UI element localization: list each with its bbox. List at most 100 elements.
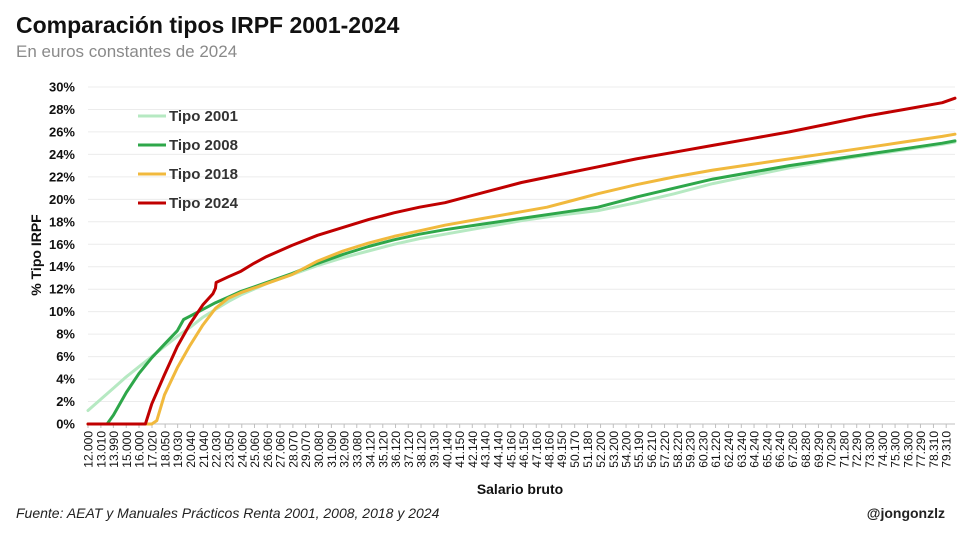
y-tick-label: 20%: [49, 192, 75, 207]
x-tick-label: 24.060: [235, 431, 249, 468]
y-tick-label: 12%: [49, 282, 75, 297]
y-tick-label: 30%: [49, 80, 75, 95]
legend-label: Tipo 2001: [169, 108, 238, 125]
x-tick-label: 35.120: [376, 431, 390, 468]
x-tick-label: 12.000: [82, 431, 96, 468]
x-tick-label: 69.290: [812, 431, 826, 468]
y-tick-label: 26%: [49, 124, 75, 139]
x-tick-label: 77.290: [914, 431, 928, 468]
y-tick-label: 2%: [56, 394, 75, 409]
x-tick-label: 29.070: [299, 431, 313, 468]
x-tick-label: 46.150: [517, 431, 531, 468]
x-tick-label: 30.080: [312, 431, 326, 468]
x-tick-label: 54.200: [620, 431, 634, 468]
y-tick-label: 24%: [49, 147, 75, 162]
x-axis-label: Salario bruto: [477, 481, 563, 497]
x-tick-label: 66.240: [773, 431, 787, 468]
x-tick-label: 52.200: [594, 431, 608, 468]
x-tick-label: 42.140: [466, 431, 480, 468]
legend: Tipo 2001 Tipo 2008 Tipo 2018 Tipo 2024: [138, 108, 239, 212]
y-tick-label: 16%: [49, 237, 75, 252]
x-tick-label: 76.300: [901, 431, 915, 468]
x-tick-label: 31.090: [325, 431, 339, 468]
x-tick-label: 49.150: [555, 431, 569, 468]
series-line: [86, 96, 957, 426]
x-tick-label: 21.040: [197, 431, 211, 468]
x-tick-label: 75.300: [889, 431, 903, 468]
x-tick-label: 50.170: [568, 431, 582, 468]
source-note: Fuente: AEAT y Manuales Prácticos Renta …: [16, 505, 440, 521]
series-line: [86, 132, 957, 426]
x-tick-label: 74.300: [876, 431, 890, 468]
y-tick-label: 10%: [49, 304, 75, 319]
x-tick-label: 58.220: [671, 431, 685, 468]
x-tick-label: 79.310: [940, 431, 954, 468]
x-tick-label: 37.120: [402, 431, 416, 468]
x-tick-label: 63.240: [735, 431, 749, 468]
x-tick-label: 62.240: [722, 431, 736, 468]
x-tick-label: 15.000: [120, 431, 134, 468]
x-tick-label: 43.140: [479, 431, 493, 468]
x-tick-label: 47.160: [530, 431, 544, 468]
x-tick-label: 36.120: [389, 431, 403, 468]
x-tick-label: 34.120: [364, 431, 378, 468]
x-tick-label: 55.190: [632, 431, 646, 468]
x-tick-label: 38.120: [415, 431, 429, 468]
legend-label: Tipo 2024: [169, 195, 239, 212]
x-tick-label: 73.300: [863, 431, 877, 468]
x-tick-label: 60.230: [696, 431, 710, 468]
chart-subtitle: En euros constantes de 2024: [16, 42, 238, 61]
x-tick-label: 70.290: [825, 431, 839, 468]
x-tick-label: 61.220: [709, 431, 723, 468]
y-axis-label: % Tipo IRPF: [28, 214, 44, 296]
y-tick-label: 28%: [49, 102, 75, 117]
x-tick-label: 28.070: [286, 431, 300, 468]
x-tick-label: 51.180: [581, 431, 595, 468]
x-tick-label: 26.060: [261, 431, 275, 468]
x-tick-label: 40.140: [440, 431, 454, 468]
y-tick-label: 18%: [49, 214, 75, 229]
x-tick-label: 53.200: [607, 431, 621, 468]
x-tick-label: 71.280: [837, 431, 851, 468]
y-tick-label: 22%: [49, 169, 75, 184]
x-tick-label: 19.030: [171, 431, 185, 468]
x-tick-label: 25.060: [248, 431, 262, 468]
x-tick-label: 23.050: [222, 431, 236, 468]
x-tick-label: 32.090: [338, 431, 352, 468]
x-tick-label: 57.220: [658, 431, 672, 468]
x-tick-label: 56.210: [645, 431, 659, 468]
x-tick-label: 18.050: [159, 431, 173, 468]
x-tick-label: 27.060: [274, 431, 288, 468]
x-tick-label: 16.000: [133, 431, 147, 468]
x-tick-label: 68.280: [799, 431, 813, 468]
x-tick-label: 33.080: [350, 431, 364, 468]
chart-title: Comparación tipos IRPF 2001-2024: [16, 12, 400, 38]
x-tick-label: 78.310: [927, 431, 941, 468]
y-tick-label: 6%: [56, 349, 75, 364]
legend-label: Tipo 2008: [169, 137, 238, 154]
author-credit: @jongonzlz: [866, 505, 945, 521]
x-tick-label: 65.240: [760, 431, 774, 468]
x-tick-label: 59.230: [684, 431, 698, 468]
x-tick-label: 17.020: [146, 431, 160, 468]
x-tick-label: 13.990: [107, 431, 121, 468]
y-tick-label: 4%: [56, 372, 75, 387]
x-tick-label: 39.130: [427, 431, 441, 468]
y-tick-label: 14%: [49, 259, 75, 274]
y-tick-label: 0%: [56, 417, 75, 432]
x-tick-label: 44.140: [491, 431, 505, 468]
x-tick-label: 67.260: [786, 431, 800, 468]
legend-label: Tipo 2018: [169, 166, 238, 183]
y-axis: 0% 2% 4% 6% 8% 10% 12% 14% 16% 18% 20% 22% 24% 26% 28%…: [49, 80, 75, 432]
x-tick-label: 22.030: [209, 431, 223, 468]
x-tick-label: 48.160: [543, 431, 557, 468]
x-tick-label: 41.150: [453, 431, 467, 468]
series-line: [86, 139, 957, 426]
y-tick-label: 8%: [56, 327, 75, 342]
x-tick-label: 20.040: [184, 431, 198, 468]
x-tick-label: 13.010: [94, 431, 108, 468]
x-tick-label: 45.160: [504, 431, 518, 468]
series-lines: [86, 96, 957, 426]
